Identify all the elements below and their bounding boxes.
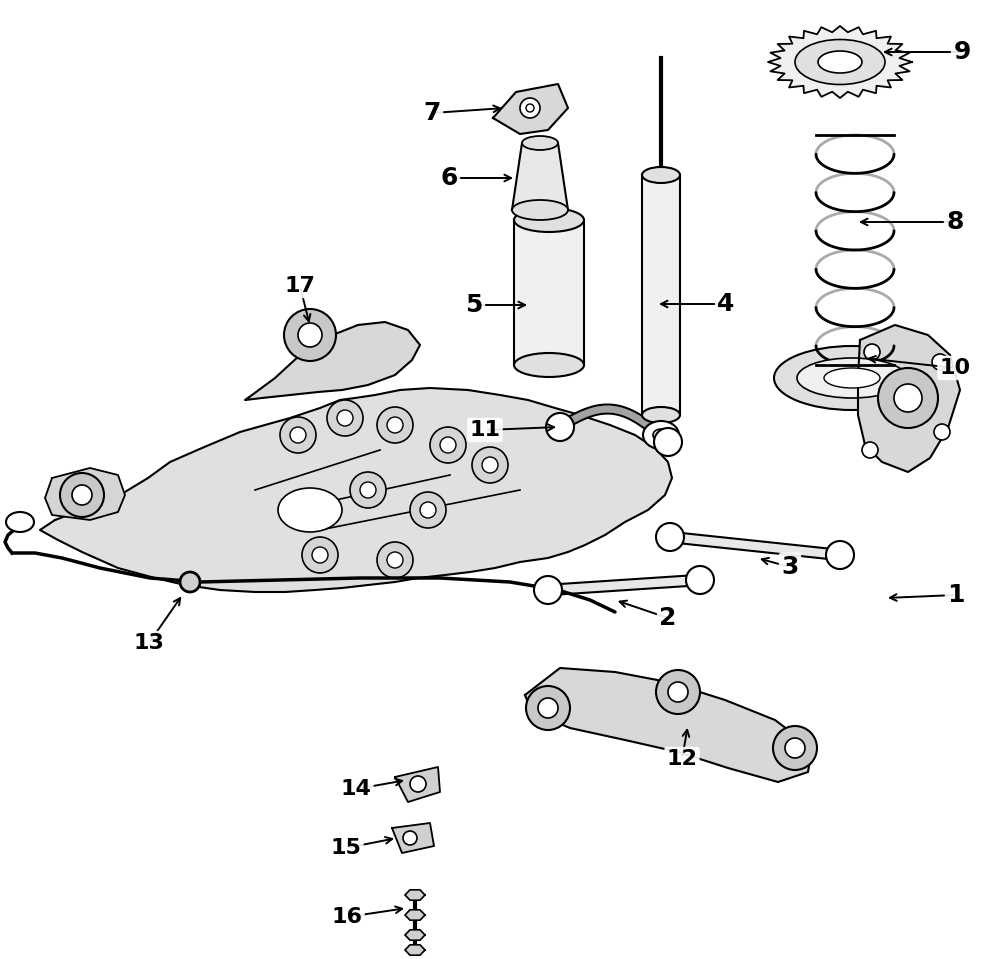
Ellipse shape (797, 358, 907, 398)
Text: 16: 16 (331, 907, 363, 927)
Polygon shape (395, 767, 440, 802)
Circle shape (420, 502, 436, 518)
Circle shape (534, 576, 562, 604)
Text: 14: 14 (340, 779, 372, 799)
Text: 4: 4 (718, 292, 734, 316)
Circle shape (280, 417, 316, 453)
Polygon shape (40, 388, 672, 592)
Circle shape (327, 400, 363, 436)
Circle shape (337, 410, 353, 426)
Ellipse shape (818, 51, 862, 73)
Circle shape (668, 682, 688, 702)
Circle shape (360, 482, 376, 498)
Circle shape (377, 407, 413, 443)
Circle shape (520, 98, 540, 118)
Ellipse shape (642, 167, 680, 183)
Text: 6: 6 (440, 166, 458, 190)
Circle shape (298, 323, 322, 347)
Polygon shape (405, 930, 425, 940)
Circle shape (403, 831, 417, 845)
Polygon shape (642, 175, 680, 415)
Circle shape (387, 417, 403, 433)
Circle shape (72, 485, 92, 505)
Ellipse shape (514, 208, 584, 232)
Circle shape (387, 552, 403, 568)
Circle shape (538, 698, 558, 718)
Ellipse shape (522, 136, 558, 150)
Ellipse shape (774, 346, 930, 410)
Ellipse shape (514, 353, 584, 377)
Circle shape (410, 776, 426, 792)
Polygon shape (392, 823, 434, 853)
Polygon shape (405, 910, 425, 921)
Text: 1: 1 (948, 583, 964, 607)
Circle shape (302, 537, 338, 573)
Text: 11: 11 (470, 420, 500, 440)
Circle shape (290, 427, 306, 443)
Circle shape (410, 492, 446, 528)
Polygon shape (858, 325, 960, 472)
Circle shape (526, 686, 570, 730)
Ellipse shape (653, 429, 669, 441)
Polygon shape (405, 945, 425, 955)
Text: 3: 3 (781, 555, 798, 579)
Polygon shape (405, 890, 425, 901)
Circle shape (472, 447, 508, 483)
Text: 9: 9 (954, 40, 970, 64)
Circle shape (932, 354, 948, 370)
Text: 8: 8 (947, 210, 963, 234)
Polygon shape (245, 322, 420, 400)
Text: 7: 7 (424, 101, 440, 125)
Text: 17: 17 (284, 276, 316, 296)
Circle shape (785, 738, 805, 758)
Ellipse shape (512, 200, 568, 220)
Ellipse shape (795, 39, 885, 84)
Circle shape (862, 442, 878, 458)
Circle shape (656, 523, 684, 551)
Circle shape (526, 104, 534, 112)
Polygon shape (525, 668, 812, 782)
Text: 10: 10 (940, 358, 970, 378)
Circle shape (864, 344, 880, 360)
Ellipse shape (642, 407, 680, 423)
Polygon shape (45, 468, 125, 520)
Circle shape (284, 309, 336, 361)
Circle shape (350, 472, 386, 508)
Circle shape (546, 413, 574, 441)
Text: 12: 12 (666, 749, 697, 769)
Circle shape (180, 572, 200, 592)
Polygon shape (493, 84, 568, 134)
Polygon shape (512, 143, 568, 210)
Circle shape (440, 437, 456, 453)
Ellipse shape (6, 512, 34, 532)
Ellipse shape (824, 368, 880, 388)
Circle shape (60, 473, 104, 517)
Text: 15: 15 (330, 838, 362, 858)
Ellipse shape (643, 421, 679, 449)
Circle shape (377, 542, 413, 578)
Text: 2: 2 (660, 606, 676, 630)
Polygon shape (514, 220, 584, 365)
Ellipse shape (278, 488, 342, 532)
Circle shape (654, 428, 682, 456)
Circle shape (878, 368, 938, 428)
Circle shape (686, 566, 714, 594)
Circle shape (482, 457, 498, 473)
Text: 5: 5 (465, 293, 483, 317)
Circle shape (312, 547, 328, 563)
Circle shape (773, 726, 817, 770)
Text: 13: 13 (134, 633, 164, 653)
Polygon shape (768, 26, 912, 98)
Circle shape (430, 427, 466, 463)
Circle shape (934, 424, 950, 440)
Circle shape (656, 670, 700, 714)
Circle shape (826, 541, 854, 569)
Circle shape (894, 384, 922, 412)
